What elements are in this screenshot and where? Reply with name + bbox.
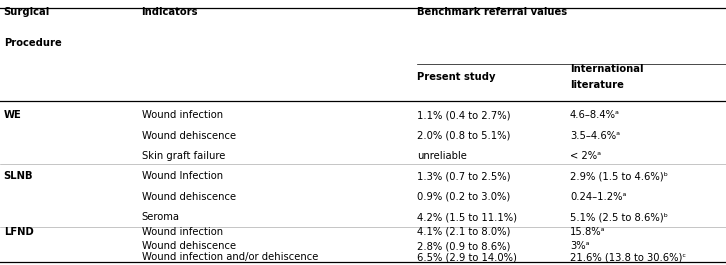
Text: 1.1% (0.4 to 2.7%): 1.1% (0.4 to 2.7%) [417,110,511,120]
Text: Wound dehiscence: Wound dehiscence [142,192,236,202]
Text: WE: WE [4,110,21,120]
Text: < 2%ᵃ: < 2%ᵃ [570,151,601,161]
Text: 6.5% (2.9 to 14.0%): 6.5% (2.9 to 14.0%) [417,252,518,262]
Text: 3%ᵃ: 3%ᵃ [570,241,590,251]
Text: unreliable: unreliable [417,151,468,161]
Text: 2.9% (1.5 to 4.6%)ᵇ: 2.9% (1.5 to 4.6%)ᵇ [570,171,668,181]
Text: Wound dehiscence: Wound dehiscence [142,241,236,251]
Text: 3.5–4.6%ᵃ: 3.5–4.6%ᵃ [570,131,620,141]
Text: Present study: Present study [417,72,496,82]
Text: Wound infection: Wound infection [142,227,223,237]
Text: 21.6% (13.8 to 30.6%)ᶜ: 21.6% (13.8 to 30.6%)ᶜ [570,252,686,262]
Text: literature: literature [570,80,624,90]
Text: 5.1% (2.5 to 8.6%)ᵇ: 5.1% (2.5 to 8.6%)ᵇ [570,212,668,222]
Text: 4.1% (2.1 to 8.0%): 4.1% (2.1 to 8.0%) [417,227,511,237]
Text: Indicators: Indicators [142,7,198,17]
Text: Procedure: Procedure [4,38,62,48]
Text: International: International [570,64,643,74]
Text: 0.9% (0.2 to 3.0%): 0.9% (0.2 to 3.0%) [417,192,510,202]
Text: SLNB: SLNB [4,171,33,181]
Text: 1.3% (0.7 to 2.5%): 1.3% (0.7 to 2.5%) [417,171,511,181]
Text: Wound dehiscence: Wound dehiscence [142,131,236,141]
Text: 2.8% (0.9 to 8.6%): 2.8% (0.9 to 8.6%) [417,241,511,251]
Text: 4.2% (1.5 to 11.1%): 4.2% (1.5 to 11.1%) [417,212,518,222]
Text: Surgical: Surgical [4,7,50,17]
Text: Wound Infection: Wound Infection [142,171,223,181]
Text: LFND: LFND [4,227,33,237]
Text: Benchmark referral values: Benchmark referral values [417,7,568,17]
Text: Skin graft failure: Skin graft failure [142,151,225,161]
Text: Wound infection and/or dehiscence: Wound infection and/or dehiscence [142,252,318,262]
Text: 4.6–8.4%ᵃ: 4.6–8.4%ᵃ [570,110,620,120]
Text: 0.24–1.2%ᵃ: 0.24–1.2%ᵃ [570,192,627,202]
Text: Seroma: Seroma [142,212,179,222]
Text: 15.8%ᵃ: 15.8%ᵃ [570,227,605,237]
Text: Wound infection: Wound infection [142,110,223,120]
Text: 2.0% (0.8 to 5.1%): 2.0% (0.8 to 5.1%) [417,131,511,141]
